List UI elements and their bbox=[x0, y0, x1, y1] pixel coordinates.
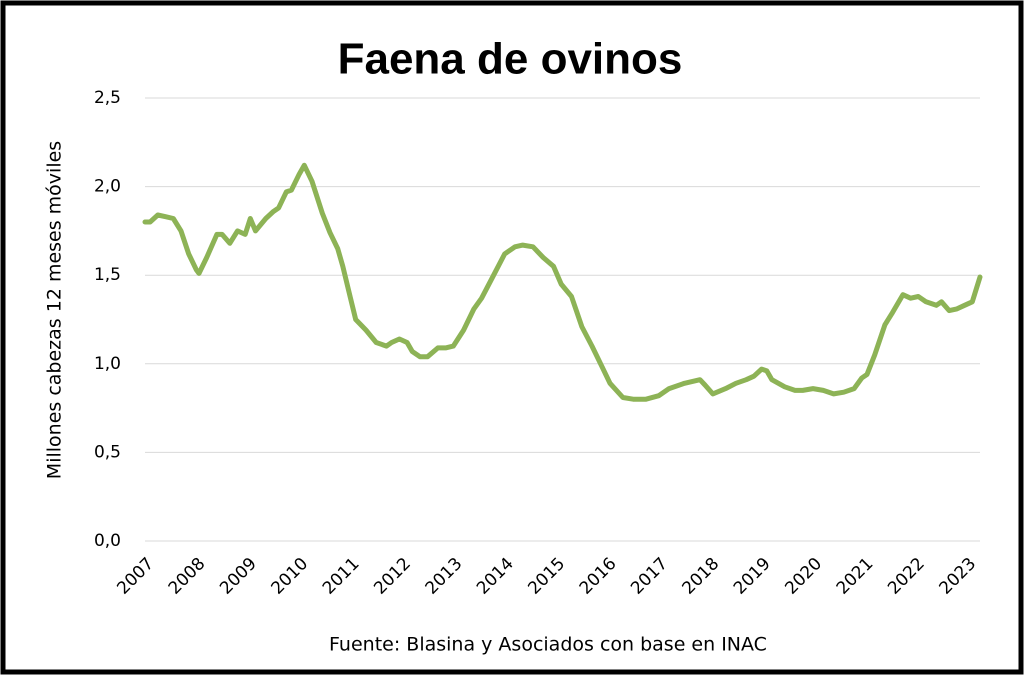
chart-title: Faena de ovinos bbox=[338, 35, 683, 84]
source-note: Fuente: Blasina y Asociados con base en … bbox=[329, 634, 767, 656]
data-line bbox=[142, 162, 983, 402]
y-tick-label: 2,5 bbox=[94, 88, 121, 108]
y-tick-label: 1,5 bbox=[94, 265, 121, 285]
y-tick-label: 0,0 bbox=[94, 531, 121, 551]
y-tick-label: 1,0 bbox=[94, 354, 121, 374]
y-tick-label: 0,5 bbox=[94, 442, 121, 462]
y-tick-label: 2,0 bbox=[94, 177, 121, 197]
y-axis-label: Millones cabezas 12 meses móviles bbox=[44, 141, 66, 479]
